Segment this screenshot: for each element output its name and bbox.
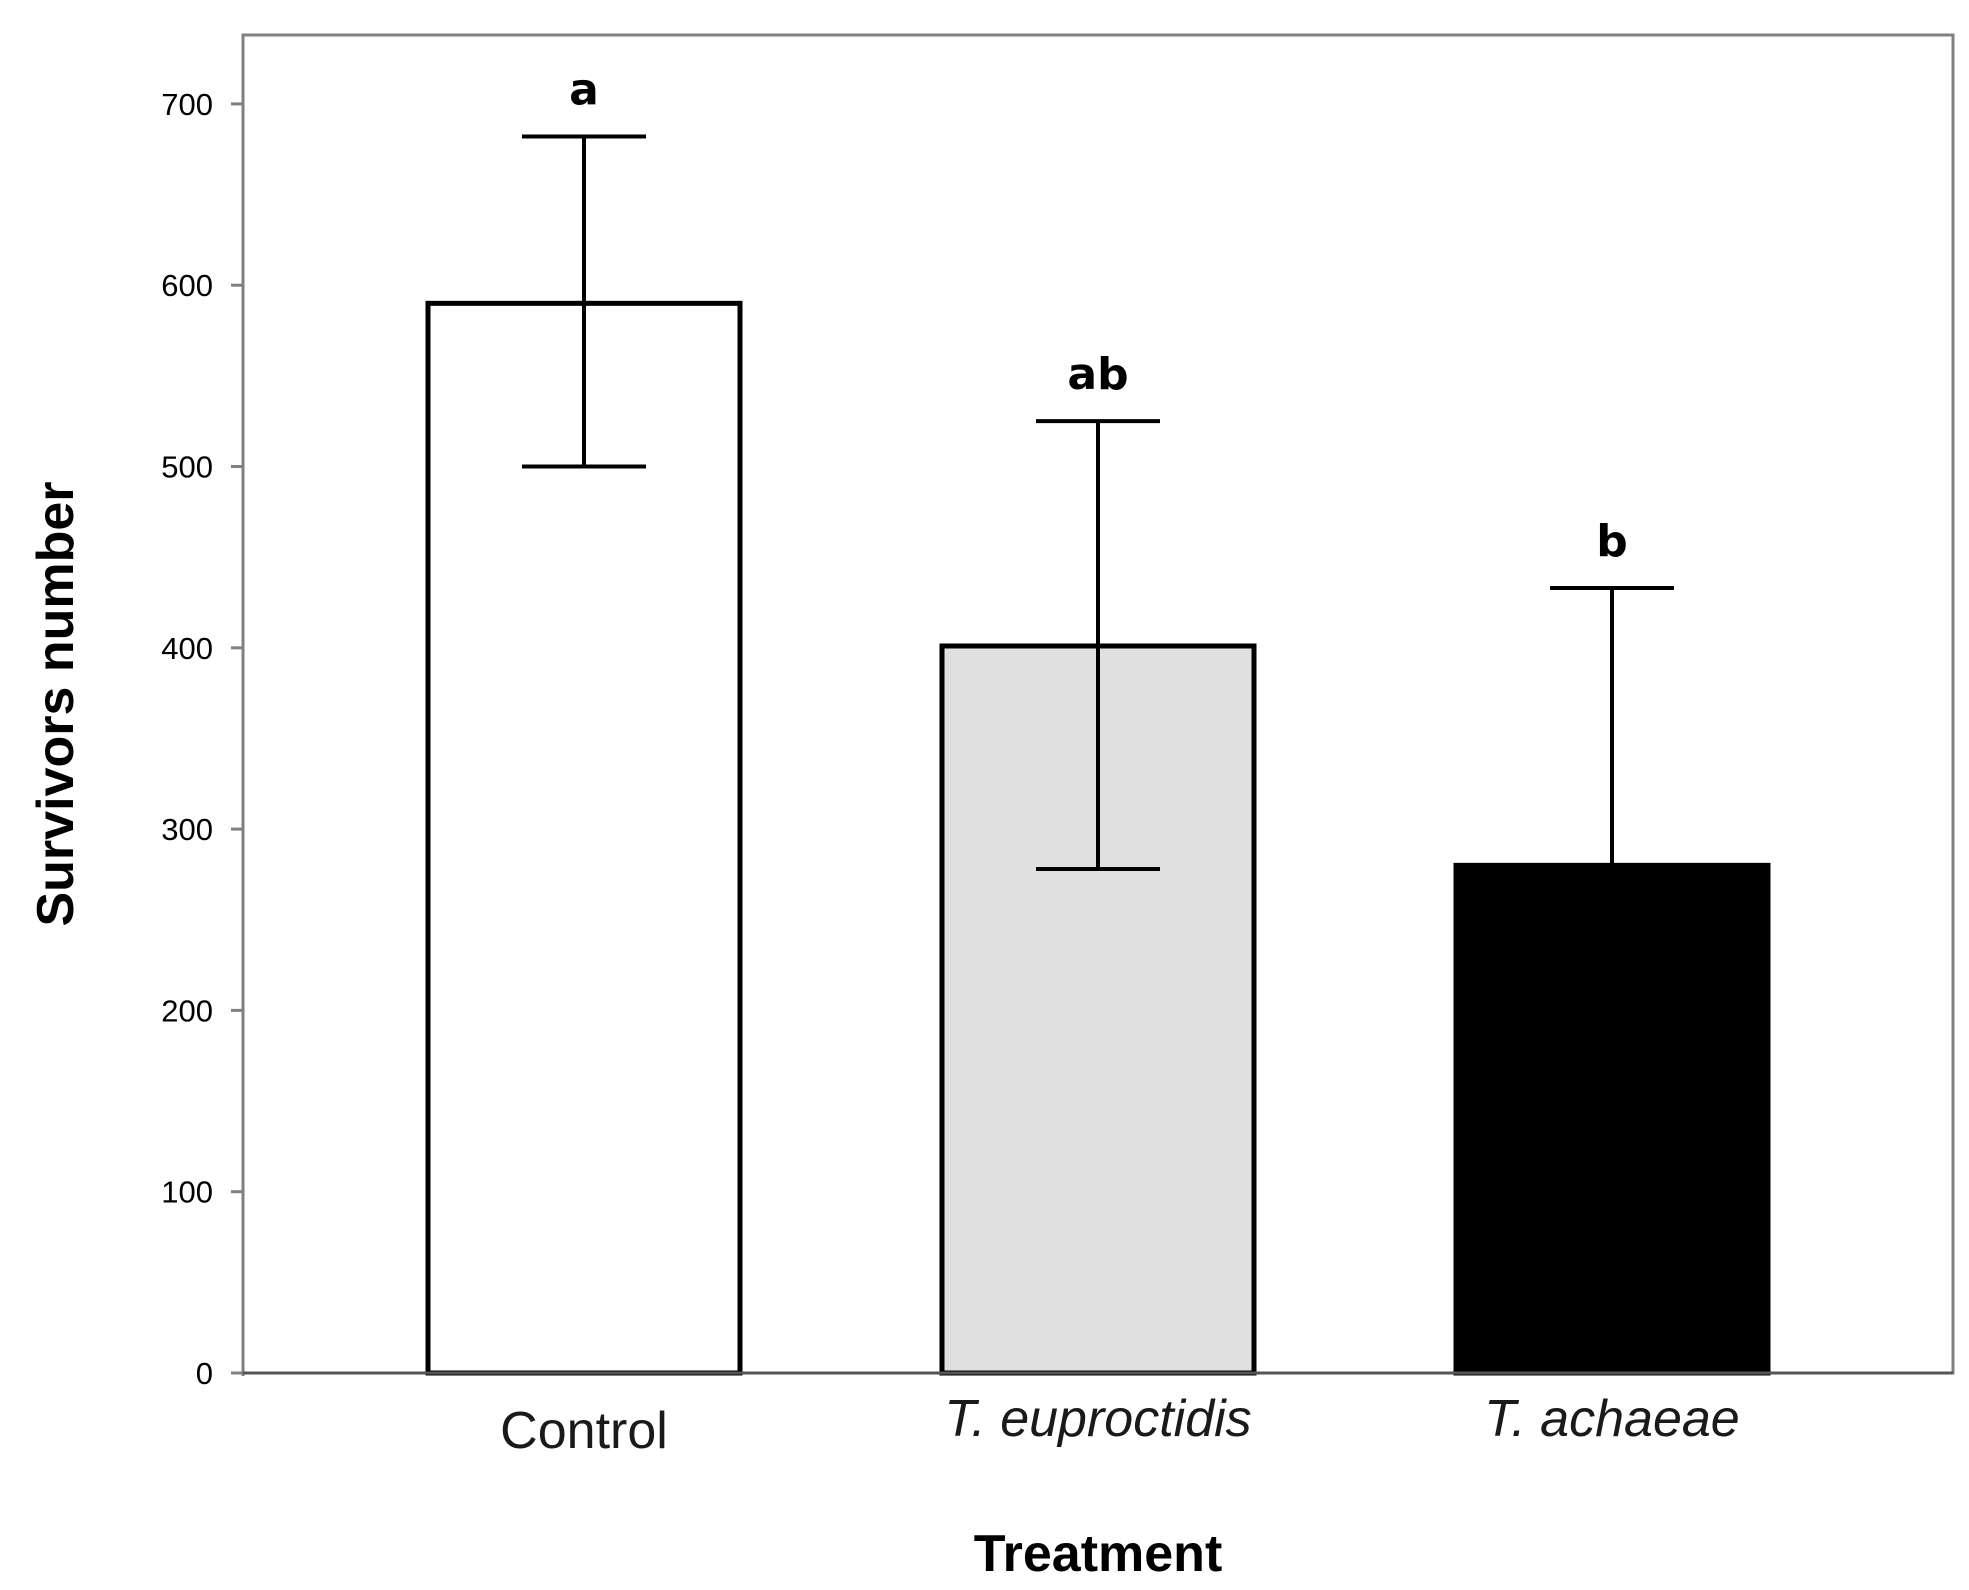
y-axis: 0 100 200 300 400 500 600 700 (161, 35, 245, 1391)
y-tick-label: 300 (161, 812, 213, 847)
y-tick-label: 200 (161, 993, 213, 1028)
x-axis-title: Treatment (974, 1525, 1223, 1583)
y-tick-label: 500 (161, 450, 213, 485)
error-bars-layer (522, 134, 1674, 871)
significance-label-2: ab (1067, 349, 1128, 400)
y-tick-label: 600 (161, 268, 213, 303)
x-category-label-3: T. achaeae (1484, 1390, 1739, 1448)
labels-layer: a Control ab T. euproctidis b T. achaeae (500, 65, 1740, 1460)
y-tick-label: 400 (161, 631, 213, 666)
y-tick-label: 700 (161, 87, 213, 122)
bar-1 (425, 300, 743, 1376)
significance-label-1: a (569, 65, 599, 116)
bar-3 (1453, 862, 1771, 1376)
y-axis-title: Survivors number (27, 481, 85, 926)
y-tick-label: 100 (161, 1175, 213, 1210)
x-category-label-1: Control (500, 1402, 668, 1460)
significance-label-3: b (1596, 516, 1628, 567)
x-category-label-2: T. euproctidis (944, 1390, 1251, 1448)
y-tick-label: 0 (196, 1356, 213, 1391)
